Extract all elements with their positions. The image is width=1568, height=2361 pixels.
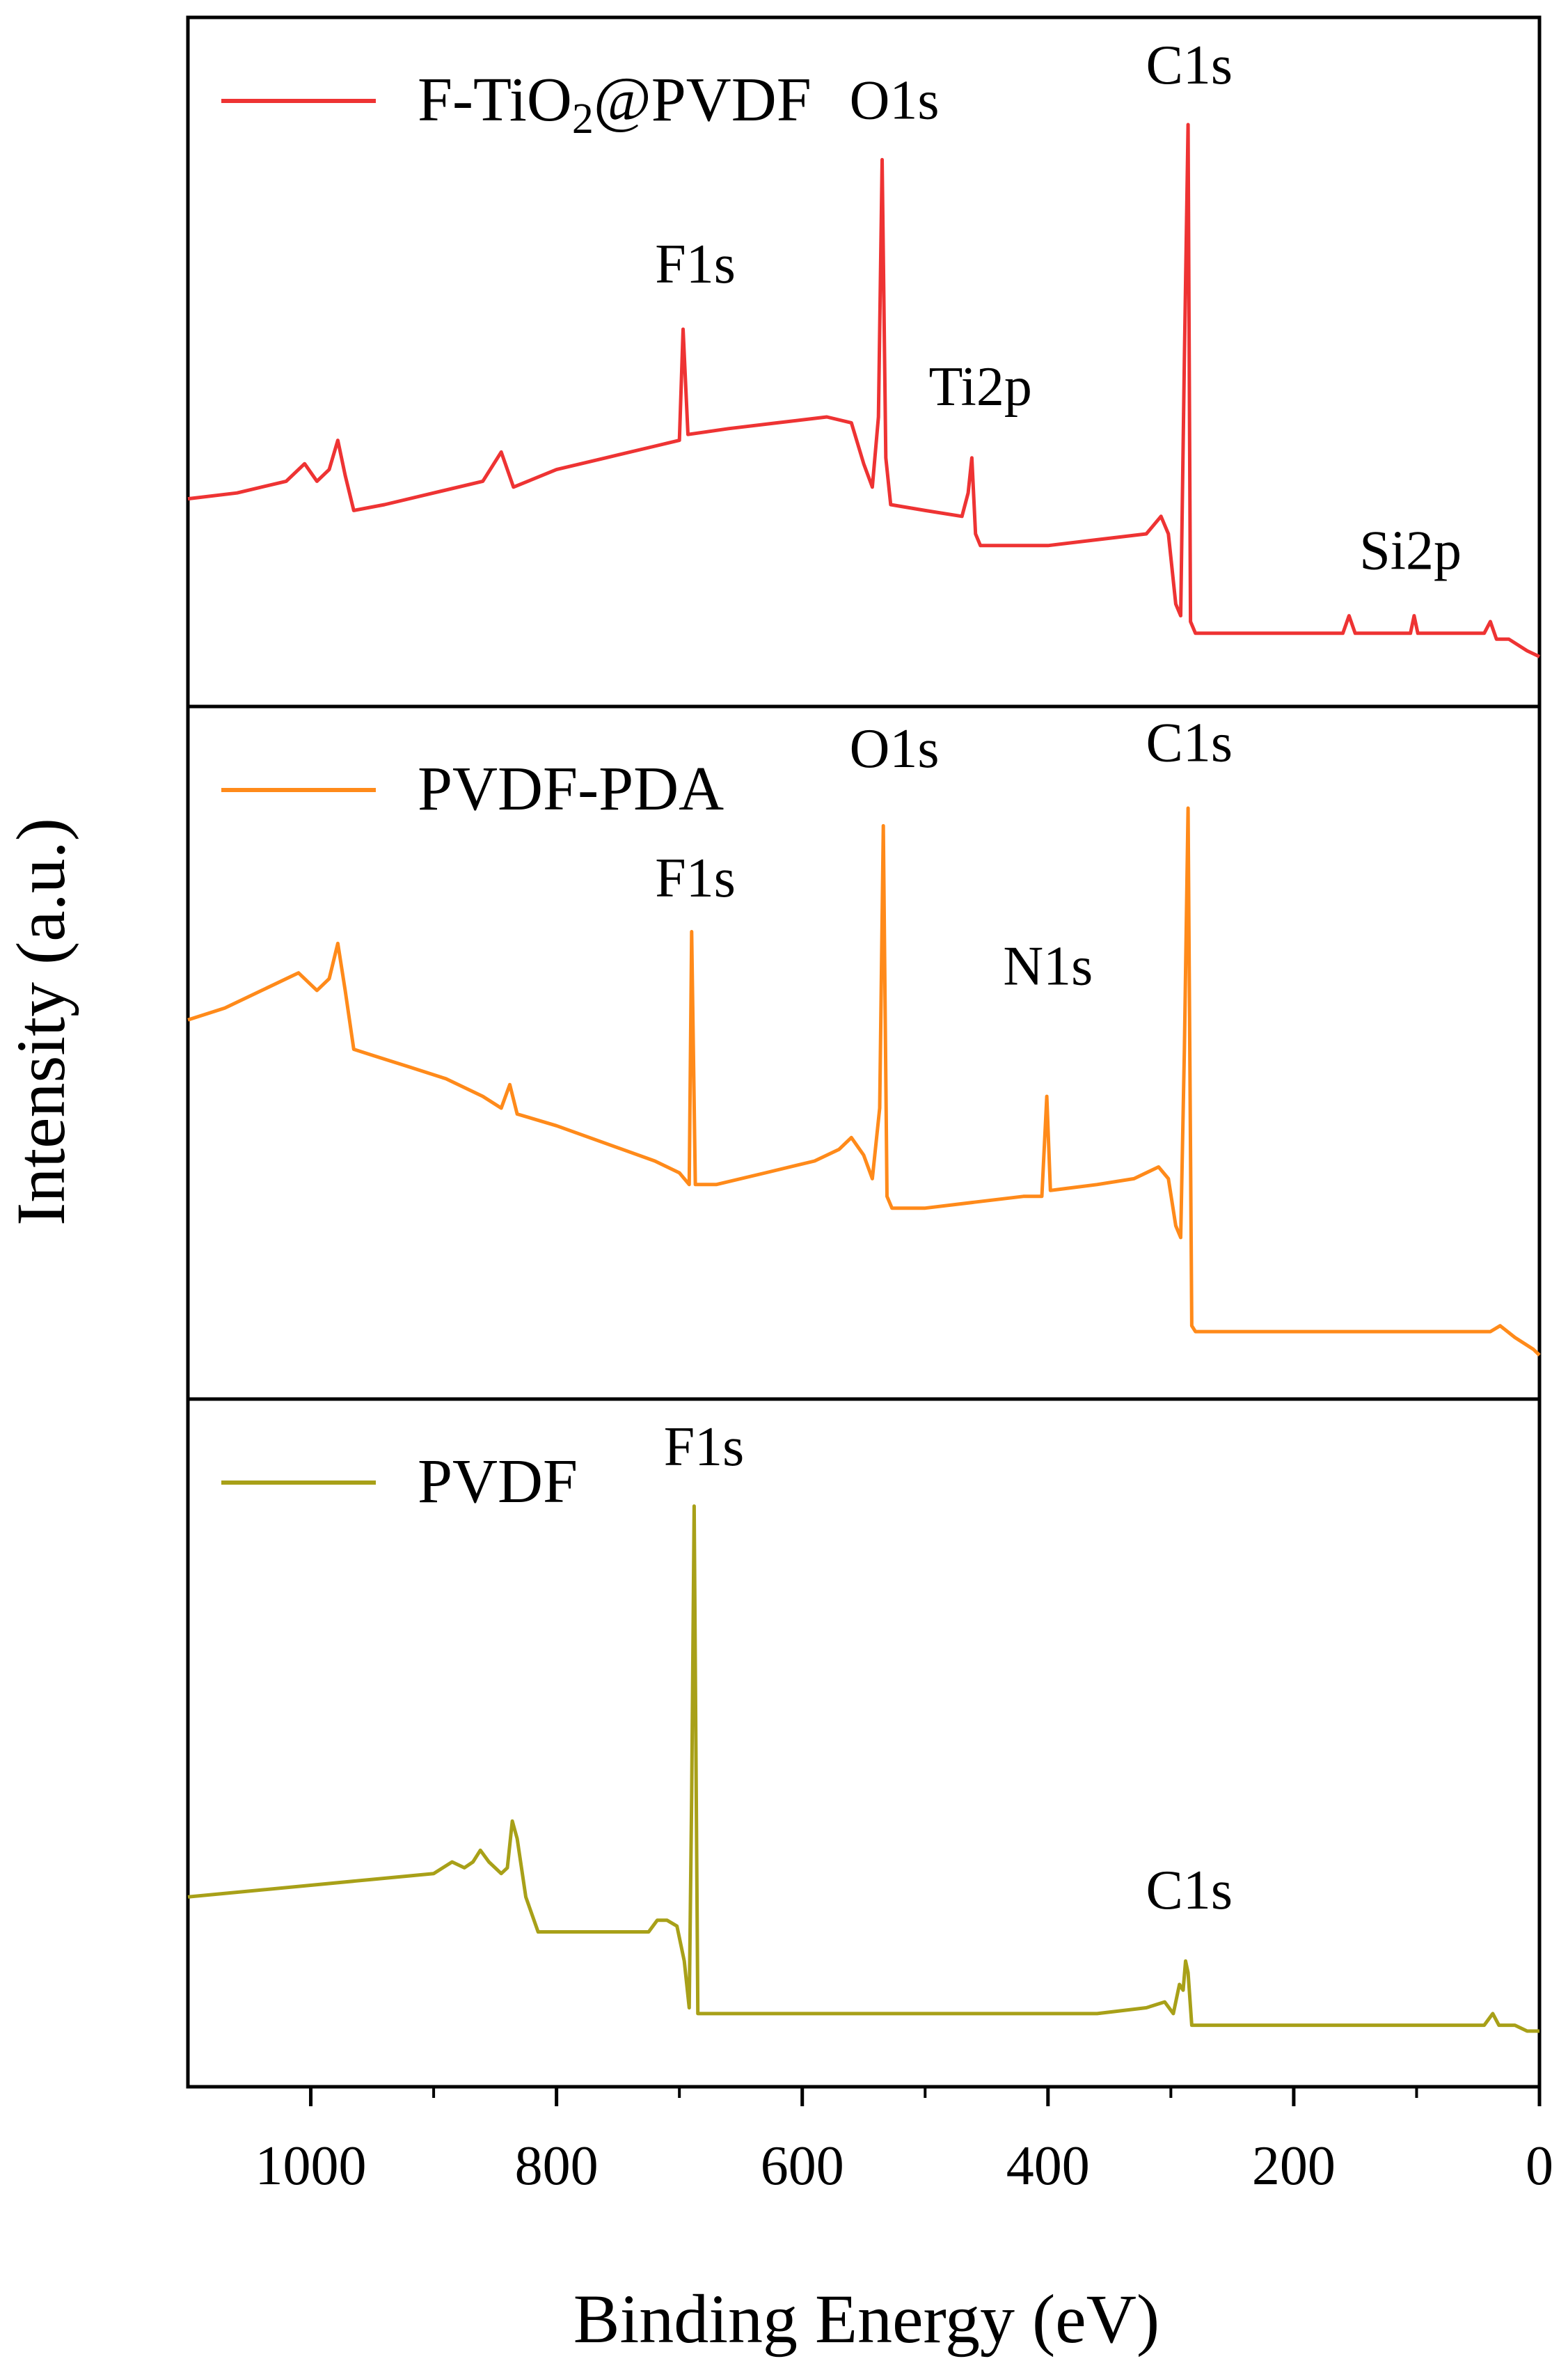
- peak-label: F1s: [655, 848, 736, 909]
- peak-label: C1s: [1146, 1860, 1233, 1921]
- peak-label: Si2p: [1359, 520, 1462, 581]
- x-tick-label: 800: [515, 2135, 599, 2197]
- legend-label: PVDF-PDA: [418, 755, 724, 823]
- panels: F-TiO2@PVDF F1s O1s Ti2p C1s Si2p PVDF-PDA F1s O…: [186, 15, 1542, 2089]
- peak-label: Ti2p: [929, 356, 1032, 418]
- peak-label: F1s: [664, 1416, 745, 1478]
- peak-label: O1s: [850, 718, 940, 780]
- y-axis-label: Intensity (a.u.): [2, 818, 79, 1226]
- series-line: [187, 806, 1541, 1357]
- x-tick-label: 200: [1252, 2135, 1336, 2197]
- series-line: [187, 123, 1541, 658]
- peak-label: C1s: [1146, 35, 1233, 96]
- legend-label: PVDF: [418, 1447, 578, 1516]
- series-line: [187, 1504, 1539, 2033]
- x-tick-label: 600: [761, 2135, 844, 2197]
- peak-label: O1s: [850, 70, 940, 132]
- peak-label: N1s: [1003, 936, 1093, 997]
- panel-1: F-TiO2@PVDF F1s O1s Ti2p C1s Si2p: [186, 15, 1542, 709]
- panel-2: PVDF-PDA F1s O1s N1s C1s: [186, 704, 1542, 1401]
- x-axis: 1000 800 600 400 200 0: [255, 2087, 1553, 2197]
- legend-label: F-TiO2@PVDF: [418, 65, 811, 143]
- x-tick-label: 0: [1526, 2135, 1553, 2197]
- peak-label: C1s: [1146, 713, 1233, 774]
- panel-frame: [186, 1397, 1542, 2089]
- x-tick-label: 1000: [255, 2135, 367, 2197]
- x-tick-label: 400: [1006, 2135, 1090, 2197]
- panel-frame: [186, 704, 1542, 1401]
- peak-label: F1s: [655, 234, 736, 295]
- panel-3: PVDF F1s C1s: [186, 1397, 1542, 2089]
- x-axis-label: Binding Energy (eV): [573, 2280, 1159, 2358]
